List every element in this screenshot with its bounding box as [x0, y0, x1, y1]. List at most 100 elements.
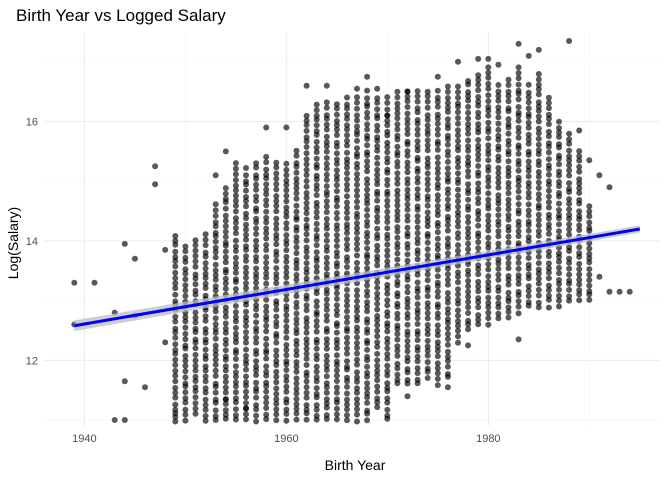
data-point: [444, 152, 451, 159]
data-point: [333, 367, 340, 374]
data-point: [283, 269, 290, 276]
data-point: [545, 221, 552, 228]
data-point: [263, 399, 270, 406]
data-point: [172, 298, 179, 305]
data-point: [374, 181, 381, 188]
data-point: [344, 334, 350, 341]
data-point: [172, 263, 179, 270]
data-point: [545, 260, 552, 267]
data-point: [273, 400, 280, 407]
data-point: [354, 356, 360, 363]
data-point: [344, 254, 350, 261]
data-point: [344, 221, 350, 228]
data-point: [424, 127, 431, 134]
data-point: [495, 126, 502, 133]
data-point: [232, 369, 239, 376]
data-point: [384, 351, 391, 358]
y-tick-label: 12: [26, 355, 38, 367]
data-point: [323, 126, 330, 133]
data-point: [192, 263, 199, 270]
data-point: [253, 198, 260, 204]
data-point: [485, 217, 492, 224]
data-point: [333, 101, 340, 108]
data-point: [384, 149, 391, 156]
data-point: [293, 375, 300, 382]
data-point: [232, 309, 239, 316]
data-point: [384, 219, 391, 225]
data-point: [192, 319, 199, 326]
data-point: [293, 265, 300, 272]
data-point: [545, 105, 552, 112]
data-point: [465, 203, 472, 210]
data-point: [556, 190, 562, 196]
data-point: [434, 360, 441, 367]
data-point: [232, 406, 239, 413]
data-point: [465, 143, 472, 150]
data-point: [303, 324, 310, 331]
data-point: [323, 312, 330, 319]
data-point: [232, 412, 239, 419]
data-point: [364, 363, 371, 370]
data-point: [323, 183, 330, 190]
data-point: [202, 367, 209, 374]
data-point: [455, 218, 461, 225]
data-point: [444, 83, 451, 90]
data-point: [475, 239, 482, 246]
data-point: [404, 206, 411, 213]
data-point: [172, 325, 179, 332]
data-point: [455, 234, 461, 241]
data-point: [323, 171, 330, 178]
data-point: [354, 334, 360, 341]
data-point: [232, 325, 239, 331]
data-point: [485, 244, 492, 251]
data-point: [333, 290, 340, 297]
data-point: [222, 378, 229, 385]
data-point: [434, 252, 441, 259]
data-point: [465, 125, 472, 132]
data-point: [465, 278, 472, 284]
data-point: [535, 169, 542, 175]
data-point: [535, 125, 542, 132]
data-point: [424, 202, 431, 209]
x-tick-label: 1960: [274, 433, 298, 445]
data-point: [525, 238, 532, 245]
data-point: [303, 127, 310, 134]
data-point: [344, 193, 350, 200]
data-point: [303, 406, 310, 413]
data-point: [273, 231, 280, 238]
data-point: [344, 401, 350, 408]
data-point: [374, 106, 381, 113]
data-point: [212, 267, 219, 274]
data-point: [212, 380, 219, 387]
data-point: [525, 189, 532, 196]
data-point: [313, 209, 320, 216]
data-point: [505, 260, 512, 267]
data-point: [535, 196, 542, 203]
data-point: [475, 87, 482, 94]
data-point: [384, 208, 391, 215]
data-point: [434, 339, 441, 346]
data-point: [455, 120, 461, 127]
data-point: [475, 295, 482, 302]
data-point: [444, 186, 451, 193]
data-point: [313, 232, 320, 239]
data-point: [434, 126, 441, 133]
data-point: [475, 195, 482, 202]
data-point: [535, 81, 542, 88]
data-point: [293, 244, 300, 251]
data-point: [566, 244, 573, 251]
data-point: [222, 325, 229, 332]
data-point: [424, 310, 431, 317]
data-point: [303, 329, 310, 336]
data-point: [515, 183, 522, 189]
data-point: [283, 187, 290, 194]
data-point: [404, 159, 411, 166]
data-point: [606, 288, 613, 295]
data-point: [434, 347, 441, 354]
data-point: [374, 367, 381, 374]
data-point: [414, 213, 421, 220]
data-point: [232, 339, 239, 346]
data-point: [404, 148, 411, 155]
data-point: [293, 368, 300, 375]
